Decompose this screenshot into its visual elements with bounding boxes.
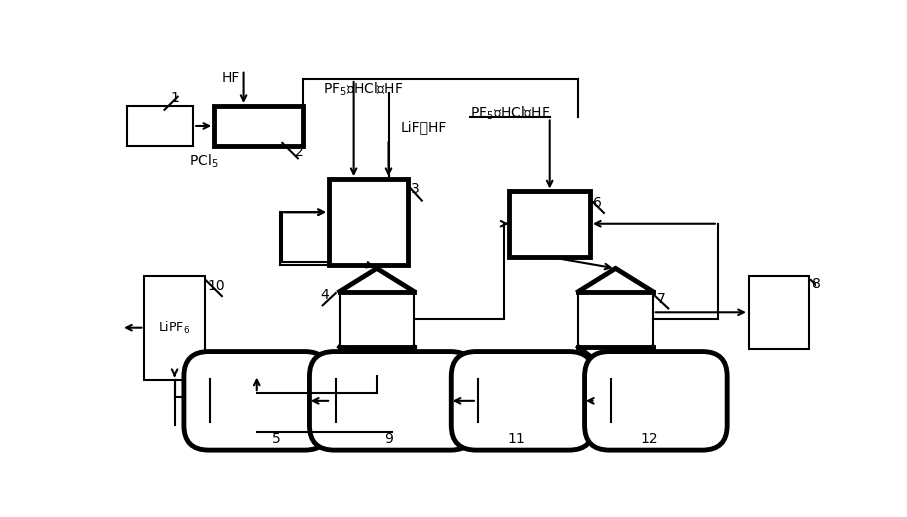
Text: 12: 12 (641, 432, 658, 446)
Bar (144, 276, 205, 380)
Text: 8: 8 (813, 277, 822, 291)
Text: 3: 3 (411, 182, 420, 196)
Bar (329, 179, 408, 265)
FancyBboxPatch shape (184, 352, 329, 450)
FancyBboxPatch shape (452, 352, 594, 450)
Bar (509, 191, 590, 257)
Text: PF$_5$、HCl、HF: PF$_5$、HCl、HF (470, 104, 551, 122)
Bar (749, 276, 809, 349)
Text: 5: 5 (272, 432, 280, 446)
Text: 1: 1 (170, 91, 179, 105)
Text: 7: 7 (657, 292, 666, 306)
Text: 2: 2 (296, 145, 304, 159)
Bar (127, 106, 193, 146)
Text: LiF、HF: LiF、HF (400, 120, 446, 134)
Text: LiPF$_6$: LiPF$_6$ (159, 320, 190, 336)
Bar (214, 106, 303, 146)
Text: PCl$_5$: PCl$_5$ (189, 152, 218, 170)
FancyBboxPatch shape (585, 352, 727, 450)
Text: 4: 4 (320, 288, 329, 302)
Text: 6: 6 (593, 196, 602, 210)
Text: HF: HF (221, 71, 239, 85)
Text: 11: 11 (508, 432, 525, 446)
Text: PF$_5$、HCl、HF: PF$_5$、HCl、HF (323, 81, 403, 98)
Text: 9: 9 (384, 432, 393, 446)
Text: 10: 10 (208, 279, 226, 293)
FancyBboxPatch shape (309, 352, 475, 450)
